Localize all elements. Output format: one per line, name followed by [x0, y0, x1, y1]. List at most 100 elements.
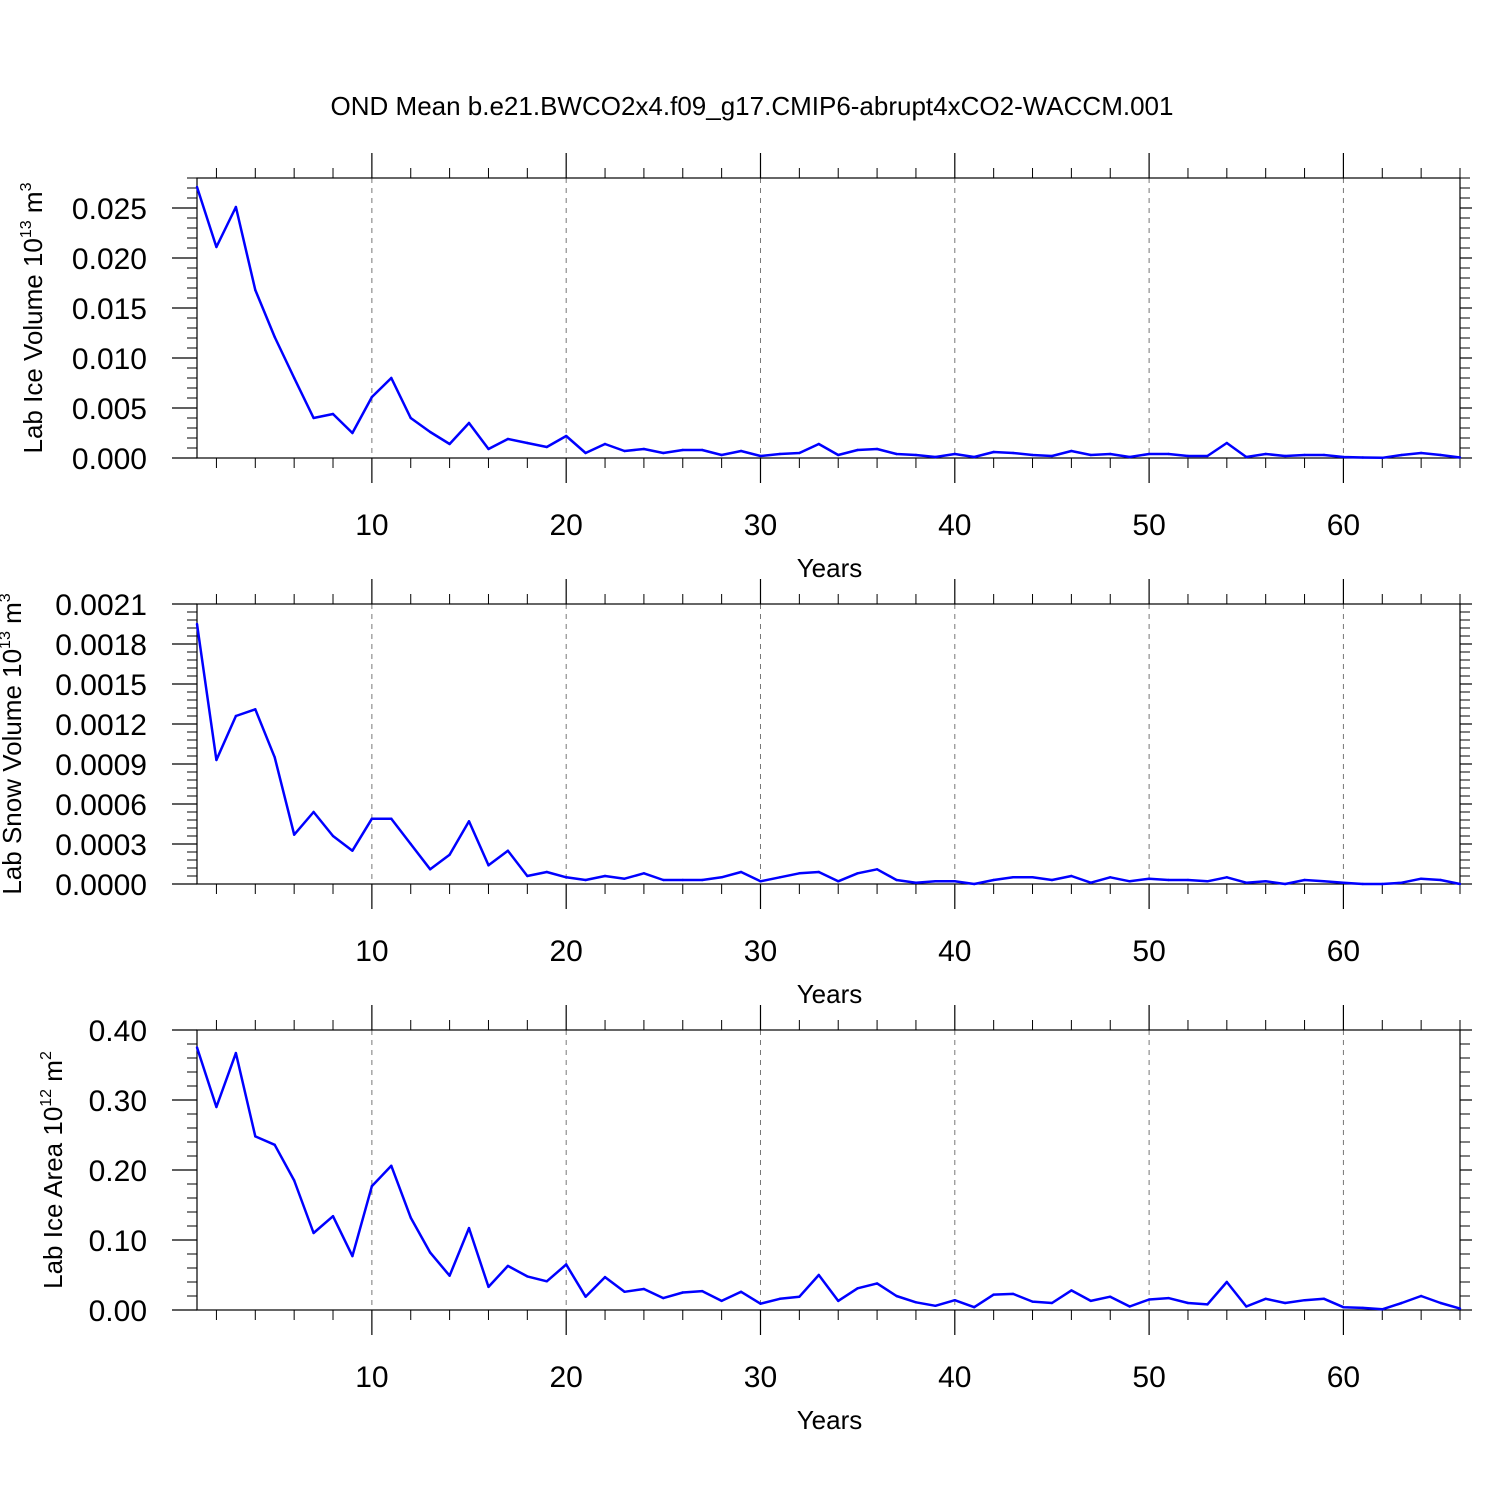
data-point: [720, 1299, 723, 1303]
data-point: [1245, 881, 1248, 884]
data-point: [798, 872, 801, 875]
data-point: [195, 622, 199, 626]
data-point: [739, 449, 743, 453]
data-point: [914, 881, 918, 884]
data-point: [370, 1184, 374, 1188]
data-point: [1342, 1306, 1345, 1309]
data-point: [564, 876, 568, 879]
data-point: [234, 1051, 238, 1055]
data-point: [875, 1282, 879, 1285]
data-line: [195, 1047, 1461, 1311]
data-point: [1206, 880, 1209, 883]
data-point: [1322, 880, 1326, 883]
data-point: [1109, 876, 1112, 879]
data-point: [798, 451, 801, 455]
data-point: [1167, 452, 1170, 456]
data-point: [973, 1306, 976, 1309]
x-tick-label: 60: [1327, 1361, 1360, 1394]
data-point: [953, 880, 956, 883]
data-point: [875, 447, 879, 451]
data-point: [759, 1302, 762, 1305]
data-point: [662, 451, 665, 455]
data-point: [739, 870, 743, 874]
data-point: [623, 449, 626, 453]
data-point: [1186, 878, 1190, 882]
x-axis-label: Years: [797, 553, 863, 583]
data-point: [195, 1046, 199, 1049]
data-point: [603, 874, 607, 878]
y-tick-label: 0.0015: [55, 669, 147, 702]
data-point: [837, 880, 840, 883]
data-point: [1031, 1300, 1034, 1303]
data-point: [1167, 878, 1170, 882]
panel-ice-area: 10 20 30 40 50 60 0.00 0.10 0.20 0.30 0.40 Years Lab…: [38, 1005, 1472, 1435]
x-tick-label: 50: [1132, 1361, 1165, 1394]
data-point: [1147, 452, 1151, 456]
data-point: [1439, 1301, 1442, 1305]
data-point: [351, 1254, 354, 1258]
y-label-unit: m: [18, 191, 48, 220]
data-point: [817, 442, 820, 446]
data-point: [1206, 454, 1209, 458]
data-point: [1089, 1299, 1093, 1303]
data-point: [1264, 880, 1267, 883]
data-point: [215, 1105, 218, 1109]
y-tick-label: 0.0021: [55, 589, 147, 622]
data-point: [875, 868, 879, 871]
y-tick-label: 0.020: [72, 243, 147, 276]
data-point: [1245, 455, 1248, 459]
data-point: [759, 454, 762, 458]
data-point: [292, 833, 296, 836]
y-tick-label: 0.0000: [55, 869, 147, 902]
x-tick-label: 60: [1327, 935, 1360, 968]
y-axis-label: Lab Ice Volume 1013 m3: [18, 182, 48, 453]
data-point: [370, 395, 374, 399]
data-point: [1147, 1298, 1151, 1301]
data-point: [1225, 876, 1229, 879]
y-tick-label: 0.000: [72, 443, 147, 476]
data-point: [1400, 453, 1403, 457]
y-tick-label: 0.0012: [55, 709, 147, 742]
data-point: [623, 1290, 626, 1294]
data-point: [856, 448, 859, 452]
x-axis-label: Years: [797, 979, 863, 1009]
x-tick-label: 30: [744, 509, 777, 542]
data-point: [545, 445, 548, 449]
data-point: [914, 453, 918, 457]
data-point: [448, 853, 451, 856]
data-point: [1439, 453, 1442, 457]
data-point: [778, 452, 782, 456]
x-tick-label: 20: [549, 1361, 582, 1394]
y-label-exponent: 12: [38, 1089, 55, 1107]
data-point: [1342, 455, 1345, 459]
data-point: [1031, 453, 1034, 457]
data-point: [1400, 1301, 1403, 1305]
x-tick-label: 30: [744, 1361, 777, 1394]
data-point: [1381, 456, 1384, 459]
data-point: [273, 756, 276, 759]
x-tick-label: 40: [938, 1361, 971, 1394]
data-point: [584, 451, 587, 455]
data-point: [292, 1179, 296, 1182]
y-label-text: Lab Snow Volume 10: [0, 649, 27, 895]
data-point: [681, 448, 684, 452]
data-point: [584, 878, 587, 882]
data-point: [856, 1287, 859, 1290]
data-point: [914, 1301, 918, 1304]
data-point: [953, 452, 956, 456]
data-point: [254, 1135, 257, 1138]
data-point: [526, 441, 529, 445]
data-point: [837, 453, 840, 457]
data-point: [1342, 881, 1345, 884]
data-point: [1050, 454, 1054, 458]
x-tick-label: 40: [938, 509, 971, 542]
data-point: [759, 880, 762, 883]
data-point: [895, 452, 898, 456]
x-axis-label: Years: [797, 1405, 863, 1435]
data-point: [778, 876, 782, 879]
y-tick-label: 0.0003: [55, 829, 147, 862]
data-point: [1167, 1296, 1170, 1300]
data-point: [545, 870, 548, 874]
data-point: [1400, 881, 1403, 884]
data-point: [428, 430, 432, 434]
